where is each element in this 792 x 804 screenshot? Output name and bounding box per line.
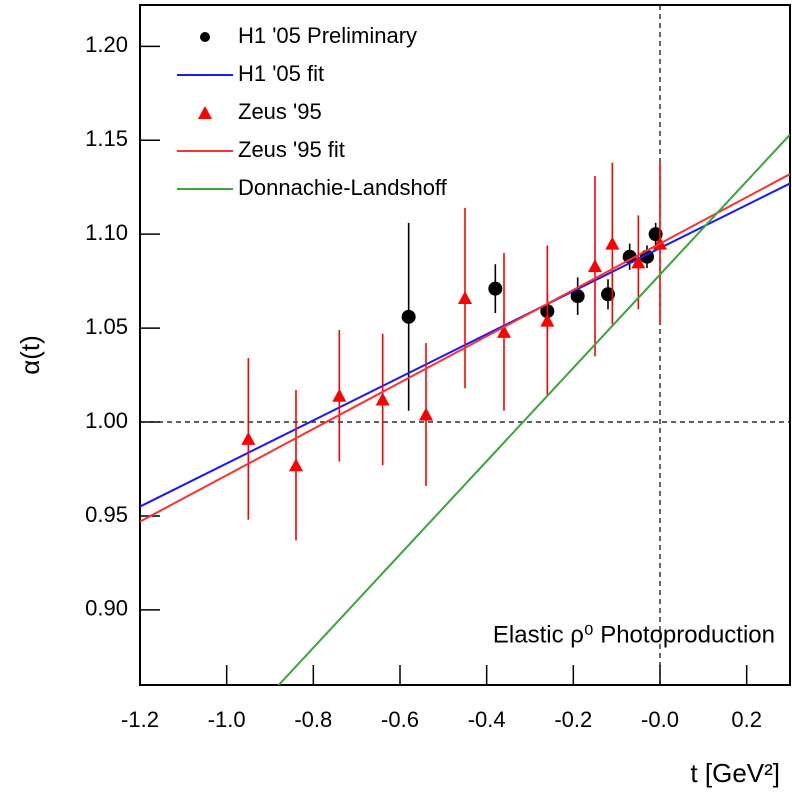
x-tick-label: -1.2 xyxy=(121,707,159,732)
plot-area xyxy=(140,5,790,685)
x-tick-label: 0.2 xyxy=(731,707,762,732)
legend-swatch xyxy=(198,106,212,119)
x-tick-label: -0.0 xyxy=(641,707,679,732)
legend-label: H1 '05 fit xyxy=(238,61,324,86)
legend-swatch xyxy=(200,32,210,42)
y-tick-label: 0.90 xyxy=(85,596,128,621)
plot-frame xyxy=(139,4,791,686)
fit-line xyxy=(140,173,790,523)
x-tick-label: -1.0 xyxy=(208,707,246,732)
fit-line xyxy=(277,133,790,685)
x-tick-label: -0.8 xyxy=(294,707,332,732)
annotation: Elastic ρ⁰ Photoproduction xyxy=(493,621,775,648)
legend-label: Zeus '95 fit xyxy=(238,137,345,162)
data-point xyxy=(631,255,646,269)
legend-label: Donnachie-Landshoff xyxy=(238,175,448,200)
x-tick-label: -0.4 xyxy=(468,707,506,732)
data-point xyxy=(622,249,637,264)
y-axis-label: α(t) xyxy=(15,335,45,375)
data-point xyxy=(332,388,347,402)
y-tick-label: 0.95 xyxy=(85,502,128,527)
legend-label: Zeus '95 xyxy=(238,99,322,124)
y-tick-label: 1.20 xyxy=(85,32,128,57)
x-tick-label: -0.2 xyxy=(554,707,592,732)
data-point xyxy=(570,289,585,304)
data-point xyxy=(605,236,620,250)
data-point xyxy=(375,392,390,406)
y-tick-label: 1.05 xyxy=(85,314,128,339)
data-point xyxy=(540,313,555,327)
y-tick-label: 1.15 xyxy=(85,126,128,151)
legend-label: H1 '05 Preliminary xyxy=(238,23,417,48)
x-axis-label: t [GeV²] xyxy=(690,758,780,788)
data-point xyxy=(601,287,615,302)
y-tick-label: 1.00 xyxy=(85,408,128,433)
data-point xyxy=(488,281,503,296)
y-tick-label: 1.10 xyxy=(85,220,128,245)
data-point xyxy=(588,259,602,273)
data-point xyxy=(401,309,416,324)
data-point xyxy=(241,431,256,445)
data-point xyxy=(419,407,433,421)
x-tick-label: -0.6 xyxy=(381,707,419,732)
data-point xyxy=(289,458,303,472)
data-point xyxy=(458,291,472,305)
data-point xyxy=(497,324,511,338)
data-point xyxy=(648,227,663,242)
